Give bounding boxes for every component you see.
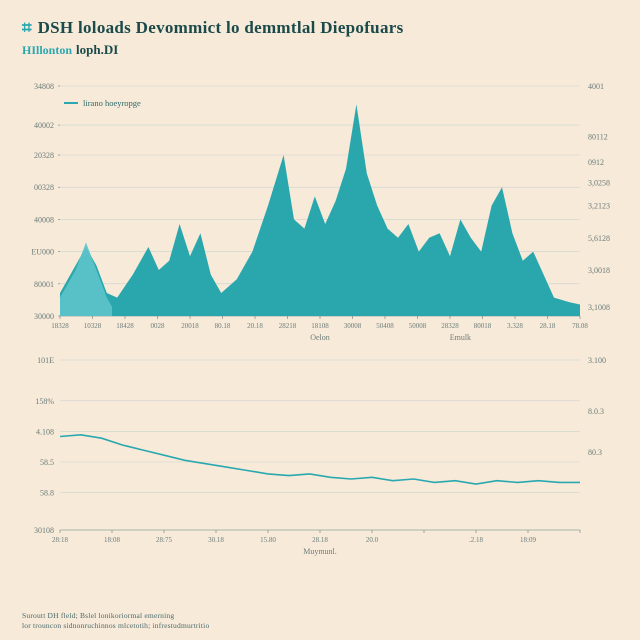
svg-text:40002: 40002 — [34, 121, 54, 130]
svg-text:3,0258: 3,0258 — [588, 179, 610, 188]
svg-text:40008: 40008 — [34, 215, 54, 224]
chart-title-row: ⌗ DSH loloads Devommict lo demmtlal Diep… — [22, 18, 618, 38]
svg-text:.2.18: .2.18 — [469, 536, 484, 544]
legend: lirano hoeyropge — [64, 98, 141, 108]
svg-text:58.5: 58.5 — [40, 458, 54, 467]
svg-text:58.8: 58.8 — [40, 489, 54, 498]
svg-text:10328: 10328 — [84, 322, 102, 330]
svg-text:20.18: 20.18 — [247, 322, 263, 330]
chart-title: DSH loloads Devommict lo demmtlal Diepof… — [38, 18, 404, 38]
chart-subtitle-row: HIllonton loph.DI — [22, 42, 618, 58]
svg-text:80018: 80018 — [474, 322, 492, 330]
svg-text:EU000: EU000 — [31, 248, 54, 257]
svg-text:28.18: 28.18 — [312, 536, 328, 544]
svg-text:50408: 50408 — [376, 322, 394, 330]
svg-text:28218: 28218 — [279, 322, 297, 330]
svg-text:80112: 80112 — [588, 133, 608, 142]
svg-text:15.80: 15.80 — [260, 536, 276, 544]
charts-svg: 30000 80001 EU000 40008 00328 20328 40002 34808… — [22, 80, 618, 580]
svg-text:50008: 50008 — [409, 322, 427, 330]
footer-line-2: lor trouncon sidnonruchinnos mlcetotih; … — [22, 621, 209, 630]
legend-swatch — [64, 102, 78, 104]
svg-text:18108: 18108 — [311, 322, 329, 330]
svg-text:28328: 28328 — [441, 322, 459, 330]
svg-text:30000: 30000 — [34, 312, 54, 321]
svg-text:3,2123: 3,2123 — [588, 202, 610, 211]
svg-text:3.328: 3.328 — [507, 322, 523, 330]
svg-text:158%: 158% — [35, 397, 54, 406]
svg-text:3.100: 3.100 — [588, 356, 606, 365]
svg-text:20328: 20328 — [34, 151, 54, 160]
svg-text:20.0: 20.0 — [366, 536, 379, 544]
svg-text:101E: 101E — [37, 356, 54, 365]
svg-text:80001: 80001 — [34, 280, 54, 289]
svg-text:8.0.3: 8.0.3 — [588, 407, 604, 416]
svg-text:4001: 4001 — [588, 82, 604, 91]
svg-text:34808: 34808 — [34, 82, 54, 91]
svg-text:Emulk: Emulk — [450, 333, 471, 342]
footer-line-1: Suroutt DH fleld; Bslel lonikoriormal em… — [22, 611, 209, 620]
svg-text:28:18: 28:18 — [52, 536, 68, 544]
legend-label: lirano hoeyropge — [83, 98, 141, 108]
svg-text:4.108: 4.108 — [36, 427, 54, 436]
svg-text:18:08: 18:08 — [104, 536, 120, 544]
svg-text:00328: 00328 — [34, 183, 54, 192]
svg-text:80.18: 80.18 — [215, 322, 231, 330]
svg-text:Muymunl.: Muymunl. — [303, 547, 337, 556]
svg-text:78.08: 78.08 — [572, 322, 588, 330]
svg-text:28.18: 28.18 — [540, 322, 556, 330]
svg-text:5,6128: 5,6128 — [588, 234, 610, 243]
svg-text:3,1008: 3,1008 — [588, 303, 610, 312]
svg-text:Oelon: Oelon — [310, 333, 330, 342]
svg-text:30.18: 30.18 — [208, 536, 224, 544]
svg-text:80.3: 80.3 — [588, 448, 602, 457]
footer-caption: Suroutt DH fleld; Bslel lonikoriormal em… — [22, 611, 209, 630]
chart-subtitle: loph.DI — [76, 42, 118, 58]
svg-text:3,0018: 3,0018 — [588, 266, 610, 275]
charts-container: lirano hoeyropge 30000 80001 EU000 40008 003… — [22, 80, 618, 585]
svg-text:18:09: 18:09 — [520, 536, 536, 544]
svg-text:20018: 20018 — [181, 322, 199, 330]
svg-text:18428: 18428 — [116, 322, 134, 330]
hash-icon: ⌗ — [22, 18, 32, 38]
svg-text:30008: 30008 — [344, 322, 362, 330]
svg-text:28:75: 28:75 — [156, 536, 172, 544]
svg-text:18328: 18328 — [51, 322, 69, 330]
svg-text:30108: 30108 — [34, 526, 54, 535]
svg-text:0028: 0028 — [151, 322, 166, 330]
svg-text:0912: 0912 — [588, 158, 604, 167]
chart-subtitle-prefix: HIllonton — [22, 43, 72, 58]
